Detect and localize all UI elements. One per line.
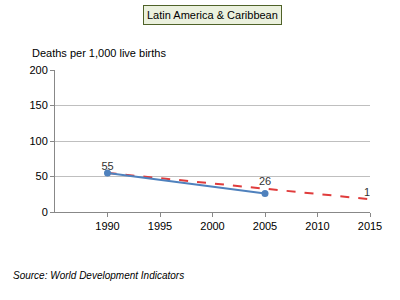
svg-text:18: 18 bbox=[364, 186, 370, 198]
svg-text:150: 150 bbox=[29, 99, 47, 111]
svg-text:26: 26 bbox=[259, 175, 271, 187]
svg-text:2000: 2000 bbox=[200, 220, 224, 232]
svg-text:Source: World Development Indi: Source: World Development Indicators bbox=[13, 270, 184, 281]
svg-text:Latin America & Caribbean: Latin America & Caribbean bbox=[147, 9, 278, 21]
svg-text:2010: 2010 bbox=[305, 220, 329, 232]
svg-text:Deaths per 1,000 live births: Deaths per 1,000 live births bbox=[32, 47, 166, 59]
svg-text:1995: 1995 bbox=[148, 220, 172, 232]
svg-text:55: 55 bbox=[101, 160, 113, 172]
svg-text:200: 200 bbox=[29, 64, 47, 76]
svg-text:2015: 2015 bbox=[358, 220, 382, 232]
svg-text:50: 50 bbox=[36, 170, 48, 182]
svg-text:0: 0 bbox=[42, 206, 48, 218]
svg-text:100: 100 bbox=[29, 135, 47, 147]
svg-text:1990: 1990 bbox=[95, 220, 119, 232]
svg-text:2005: 2005 bbox=[253, 220, 277, 232]
